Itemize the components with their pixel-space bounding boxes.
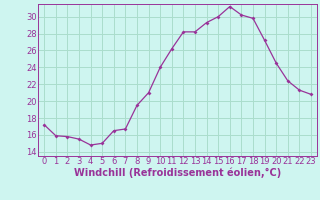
X-axis label: Windchill (Refroidissement éolien,°C): Windchill (Refroidissement éolien,°C) — [74, 168, 281, 178]
